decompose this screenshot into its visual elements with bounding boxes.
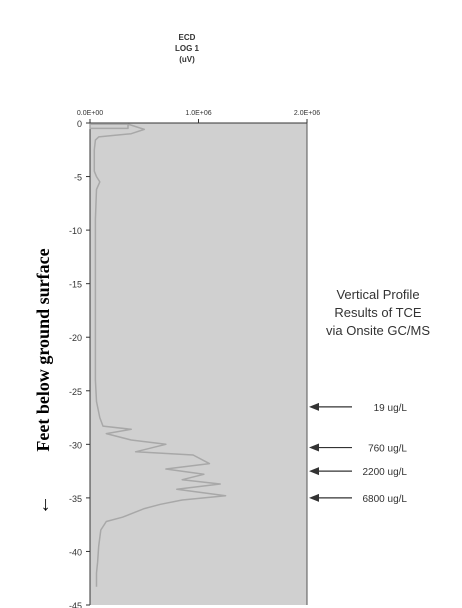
chart-title-line-3: (uV) <box>179 55 195 64</box>
y-tick-label: -35 <box>69 494 82 504</box>
x-tick-label: 2.0E+06 <box>294 110 320 117</box>
result-label: 6800 ug/L <box>363 494 408 505</box>
result-arrow-head <box>309 402 319 411</box>
y-tick-label: 0 <box>77 119 82 129</box>
y-tick-label: -25 <box>69 387 82 397</box>
result-arrow-head <box>309 443 319 452</box>
y-tick-label: -10 <box>69 226 82 236</box>
chart-title-line-2: LOG 1 <box>175 44 200 53</box>
result-arrow-head <box>309 467 319 476</box>
x-tick-label: 0.0E+00 <box>77 110 103 117</box>
result-label: 760 ug/L <box>368 444 407 455</box>
annotation-line-3: via Onsite GC/MS <box>326 323 430 338</box>
result-label: 19 ug/L <box>374 403 408 414</box>
y-tick-label: -30 <box>69 440 82 450</box>
y-axis-label-arrow: ← <box>32 495 54 515</box>
y-tick-label: -5 <box>74 173 82 183</box>
y-tick-label: -45 <box>69 601 82 608</box>
ecd-series-line <box>89 123 227 587</box>
y-tick-label: -40 <box>69 547 82 557</box>
plot-area <box>90 123 307 605</box>
y-axis-label-text: Feet below ground surface <box>33 248 53 451</box>
chart-title-line-1: ECD <box>179 33 196 42</box>
y-tick-label: -15 <box>69 280 82 290</box>
y-axis-label: ← Feet below ground surface <box>32 248 54 515</box>
y-tick-label: -20 <box>69 333 82 343</box>
x-tick-label: 1.0E+06 <box>185 110 211 117</box>
annotation-line-1: Vertical Profile <box>336 287 419 302</box>
annotation-line-2: Results of TCE <box>334 305 422 320</box>
result-label: 2200 ug/L <box>363 467 408 478</box>
result-arrow-head <box>309 493 319 502</box>
